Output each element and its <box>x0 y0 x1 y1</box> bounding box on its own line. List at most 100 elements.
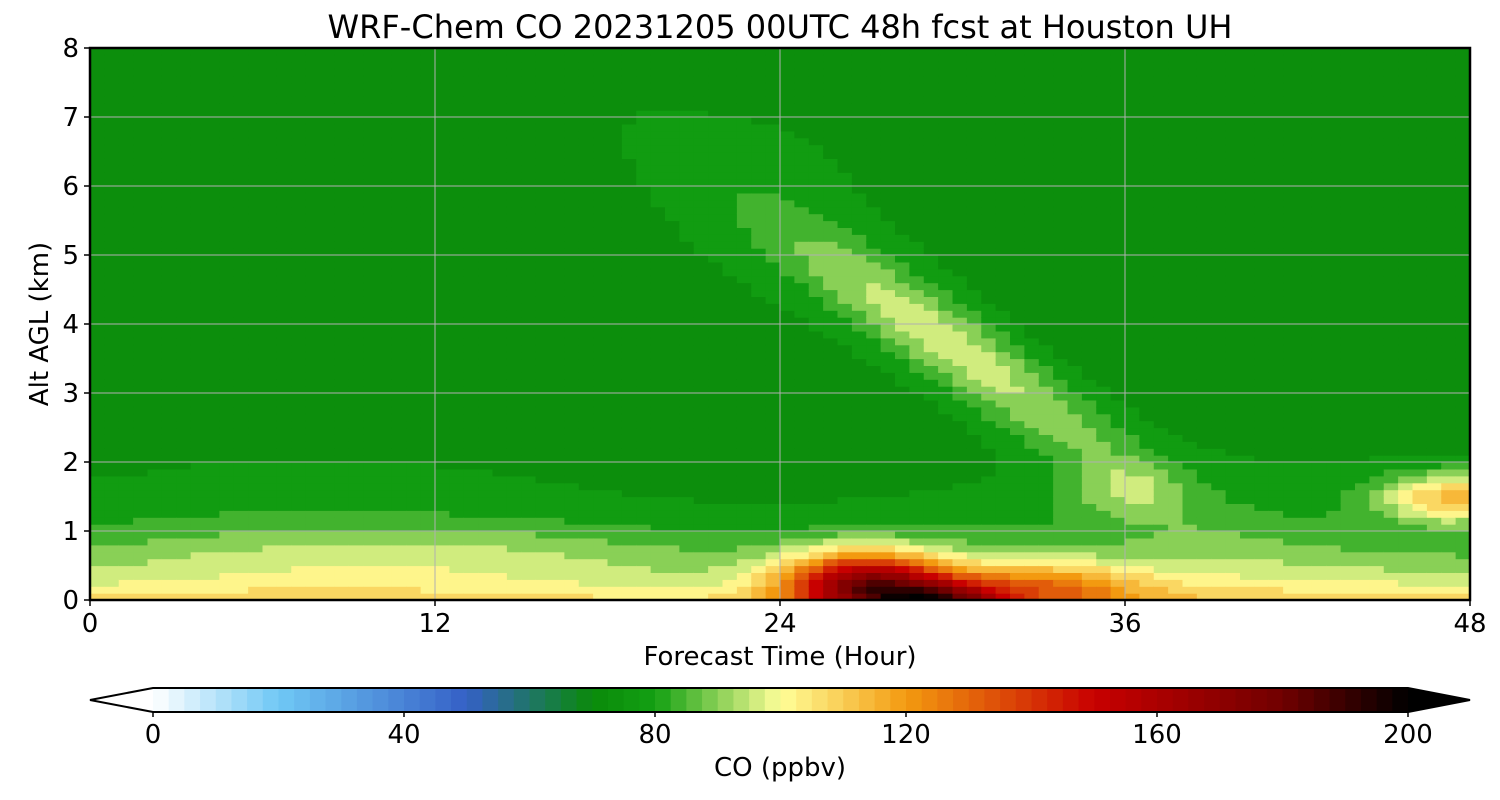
heatmap-cell <box>952 558 968 567</box>
heatmap-cell <box>837 372 853 380</box>
heatmap-cell <box>708 386 724 394</box>
heatmap-cell <box>363 54 379 63</box>
heatmap-cell <box>938 399 954 408</box>
heatmap-cell <box>377 103 393 111</box>
heatmap-cell <box>219 524 235 532</box>
heatmap-cell <box>506 455 522 463</box>
heatmap-cell <box>837 179 853 187</box>
heatmap-cell <box>837 558 853 567</box>
heatmap-cell <box>377 282 393 291</box>
heatmap-cell <box>435 144 450 153</box>
heatmap-cell <box>751 579 767 587</box>
heatmap-cell <box>133 489 149 498</box>
heatmap-cell <box>837 365 853 373</box>
heatmap-cell <box>506 289 522 297</box>
heatmap-cell <box>363 544 379 553</box>
heatmap-cell <box>780 144 795 153</box>
heatmap-cell <box>636 448 652 456</box>
heatmap-cell <box>219 123 235 132</box>
heatmap-cell <box>406 358 422 366</box>
heatmap-cell <box>736 524 752 532</box>
heatmap-cell <box>391 48 407 56</box>
heatmap-cell <box>923 248 939 256</box>
heatmap-cell <box>794 544 810 553</box>
heatmap-cell <box>161 268 177 277</box>
heatmap-cell <box>521 68 537 77</box>
heatmap-cell <box>521 75 537 84</box>
heatmap-cell <box>808 54 824 63</box>
heatmap-cell <box>449 399 465 408</box>
heatmap-cell <box>363 289 379 297</box>
heatmap-cell <box>205 75 220 84</box>
heatmap-cell <box>320 310 335 318</box>
heatmap-cell <box>751 344 767 353</box>
heatmap-cell <box>435 255 450 263</box>
heatmap-cell <box>938 96 954 104</box>
heatmap-cell <box>190 103 206 111</box>
heatmap-cell <box>880 48 896 56</box>
heatmap-cell <box>909 434 925 442</box>
heatmap-cell <box>535 372 551 380</box>
heatmap-cell <box>823 579 839 587</box>
heatmap-cell <box>952 365 968 373</box>
heatmap-cell <box>593 565 609 573</box>
heatmap-cell <box>492 68 508 77</box>
heatmap-cell <box>233 289 249 297</box>
heatmap-cell <box>133 130 149 139</box>
heatmap-cell <box>104 365 120 373</box>
heatmap-cell <box>808 103 824 111</box>
heatmap-cell <box>291 255 307 263</box>
heatmap-cell <box>923 289 939 297</box>
heatmap-cell <box>722 434 738 442</box>
heatmap-cell <box>564 344 580 353</box>
heatmap-cell <box>305 351 321 360</box>
heatmap-cell <box>550 462 565 470</box>
heatmap-cell <box>219 475 235 484</box>
heatmap-cell <box>506 82 522 90</box>
heatmap-cell <box>751 296 767 304</box>
heatmap-cell <box>478 413 494 422</box>
heatmap-cell <box>966 123 982 132</box>
heatmap-cell <box>161 482 177 491</box>
heatmap-cell <box>966 544 982 553</box>
heatmap-cell <box>665 565 680 573</box>
heatmap-cell <box>420 593 436 601</box>
heatmap-cell <box>665 61 680 70</box>
heatmap-cell <box>320 565 335 573</box>
heatmap-cell <box>823 96 839 104</box>
heatmap-cell <box>205 241 220 249</box>
heatmap-cell <box>104 572 120 580</box>
heatmap-cell <box>492 365 508 373</box>
heatmap-cell <box>420 496 436 504</box>
heatmap-cell <box>765 475 781 484</box>
heatmap-cell <box>463 558 479 567</box>
heatmap-cell <box>650 227 666 235</box>
heatmap-cell <box>262 89 278 97</box>
heatmap-cell <box>406 565 422 573</box>
heatmap-cell <box>952 68 968 77</box>
heatmap-cell <box>564 75 580 84</box>
heatmap-cell <box>118 344 134 353</box>
heatmap-cell <box>636 427 652 435</box>
heatmap-cell <box>219 455 235 463</box>
heatmap-cell <box>578 572 594 580</box>
heatmap-cell <box>420 68 436 77</box>
heatmap-cell <box>650 82 666 90</box>
heatmap-cell <box>435 68 450 77</box>
heatmap-cell <box>578 275 594 284</box>
heatmap-cell <box>966 310 982 318</box>
heatmap-cell <box>521 565 537 573</box>
heatmap-cell <box>320 579 335 587</box>
heatmap-cell <box>463 448 479 456</box>
heatmap-cell <box>693 399 709 408</box>
heatmap-cell <box>751 158 767 166</box>
heatmap-cell <box>751 179 767 187</box>
heatmap-cell <box>621 255 637 263</box>
heatmap-cell <box>665 496 680 504</box>
heatmap-cell <box>262 544 278 553</box>
heatmap-cell <box>708 558 724 567</box>
heatmap-cell <box>118 337 134 346</box>
heatmap-cell <box>851 110 867 118</box>
heatmap-cell <box>880 303 896 311</box>
heatmap-cell <box>823 282 839 291</box>
